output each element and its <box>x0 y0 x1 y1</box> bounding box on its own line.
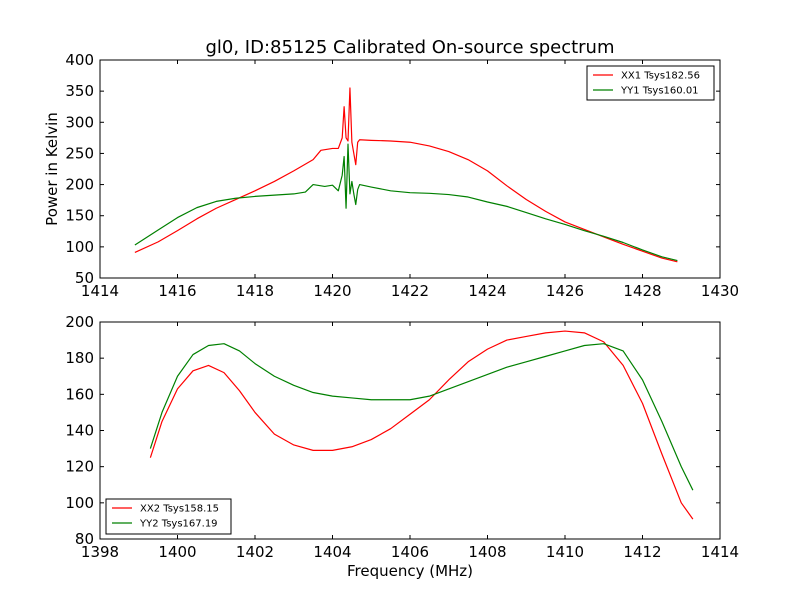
x-tick-label-top: 1430 <box>701 282 739 300</box>
axes-frame-top <box>99 59 721 279</box>
legend-bottom: XX2 Tsys158.15 YY2 Tsys167.19 <box>105 498 232 535</box>
x-tick-label-top: 1426 <box>546 282 584 300</box>
legend-label-top-1: XX1 Tsys182.56 <box>621 71 700 82</box>
x-tick-label-bottom: 1398 <box>81 543 119 561</box>
x-tick-label-bottom: 1400 <box>158 543 196 561</box>
y-tick-label-top: 150 <box>65 207 94 225</box>
y-tick-label-top: 250 <box>65 144 94 162</box>
legend-box-bottom <box>105 498 232 535</box>
series-line-bottom-1 <box>149 330 694 520</box>
x-tick-label-top: 1424 <box>468 282 506 300</box>
legend-box-top <box>586 65 715 101</box>
y-tick-label-top: 300 <box>65 113 94 131</box>
legend-top: XX1 Tsys182.56 YY1 Tsys160.01 <box>586 65 715 101</box>
x-tick-label-top: 1422 <box>391 282 429 300</box>
y-tick-label-bottom: 120 <box>65 458 94 476</box>
y-tick-label-top: 200 <box>65 176 94 194</box>
x-tick-label-bottom: 1404 <box>313 543 351 561</box>
legend-label-bottom-1: XX2 Tsys158.15 <box>140 504 219 515</box>
x-tick-label-bottom: 1410 <box>546 543 584 561</box>
legend-label-bottom-2: YY2 Tsys167.19 <box>139 519 218 530</box>
x-tick-label-top: 1414 <box>81 282 119 300</box>
y-tick-label-top: 50 <box>75 269 94 287</box>
x-tick-label-bottom: 1412 <box>623 543 661 561</box>
x-tick-label-bottom: 1408 <box>468 543 506 561</box>
series-line-bottom-2 <box>149 343 694 491</box>
x-tick-label-top: 1420 <box>313 282 351 300</box>
y-tick-label-bottom: 100 <box>65 494 94 512</box>
axes-frame-bottom <box>99 321 721 540</box>
chart-title: gl0, ID:85125 Calibrated On-source spect… <box>205 37 614 58</box>
x-tick-label-top: 1418 <box>236 282 274 300</box>
y-tick-label-bottom: 200 <box>65 313 94 331</box>
series-line-top-1 <box>134 87 678 263</box>
x-tick-label-top: 1428 <box>623 282 661 300</box>
y-tick-label-top: 350 <box>65 82 94 100</box>
x-tick-label-bottom: 1414 <box>701 543 739 561</box>
y-tick-label-top: 400 <box>65 51 94 69</box>
legend-label-top-2: YY1 Tsys160.01 <box>620 86 699 97</box>
y-tick-label-bottom: 140 <box>65 422 94 440</box>
y-tick-label-top: 100 <box>65 238 94 256</box>
x-tick-label-top: 1416 <box>158 282 196 300</box>
y-tick-label-bottom: 80 <box>75 530 94 548</box>
y-tick-label-bottom: 180 <box>65 349 94 367</box>
axes-bottom: 1398 1400 1402 1404 1406 1408 1410 1412 1414 80 10… <box>65 313 739 561</box>
series-line-top-2 <box>134 143 678 262</box>
y-tick-label-bottom: 160 <box>65 385 94 403</box>
x-tick-label-bottom: 1406 <box>391 543 429 561</box>
x-tick-label-bottom: 1402 <box>236 543 274 561</box>
y-axis-label: Power in Kelvin <box>43 112 61 226</box>
axes-top: 1414 1416 1418 1420 1422 1424 1426 1428 1430 50 10… <box>65 51 739 300</box>
x-axis-label: Frequency (MHz) <box>347 562 473 580</box>
